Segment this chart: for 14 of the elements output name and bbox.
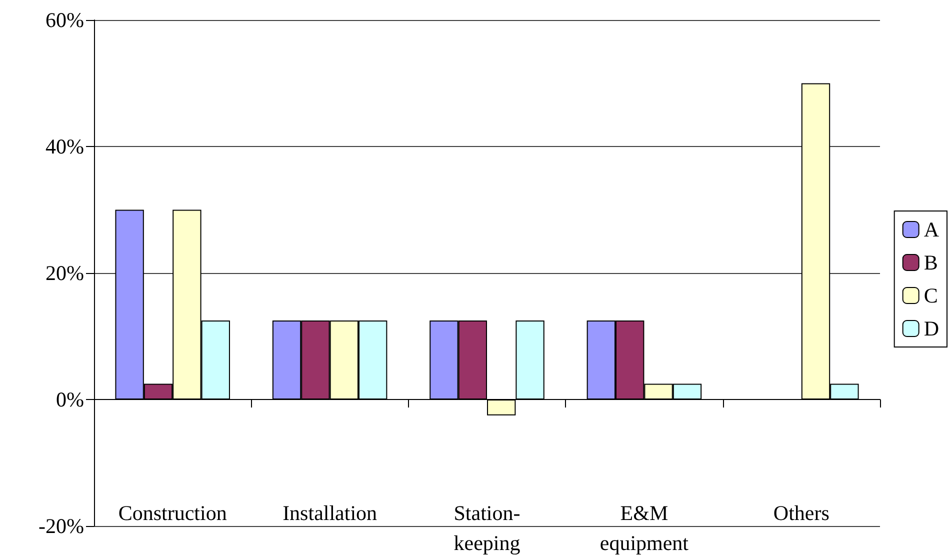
x-tick-label: Station-keeping [454,501,521,555]
y-tick-label: 0% [56,388,84,412]
y-tick-label: 60% [46,8,84,32]
x-tick-label: Installation [282,501,378,525]
legend-label: B [924,250,938,274]
legend-label: C [924,284,938,308]
x-tick-label: E&M equipment [600,501,689,555]
x-tick-label: Others [773,501,830,525]
y-tick-label: 20% [46,261,84,285]
legend-label: D [924,316,940,340]
x-tick-label: Construction [118,501,228,525]
y-tick-label: -20% [38,514,84,538]
y-tick-label: 40% [46,134,84,158]
legend-label: A [924,218,940,242]
